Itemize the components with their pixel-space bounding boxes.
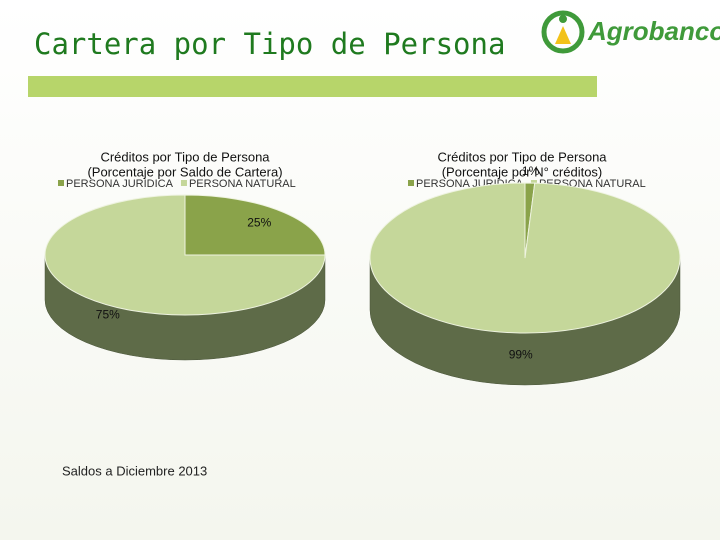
- slide-title: Cartera por Tipo de Persona: [34, 27, 505, 61]
- legend-swatch: [180, 180, 187, 186]
- legend-swatch: [408, 180, 414, 186]
- pie-slice: [44, 194, 326, 316]
- legend-swatch: [58, 180, 64, 186]
- pie-slice: [184, 194, 326, 256]
- chart-title: Créditos por Tipo de Persona: [100, 149, 270, 164]
- chart-title: Créditos por Tipo de Persona: [437, 149, 607, 164]
- data-label: 99%: [509, 347, 533, 361]
- legend-label: PERSONA NATURAL: [189, 178, 296, 190]
- chart-subtitle: (Porcentaje por Saldo de Cartera): [87, 164, 282, 179]
- pie-slice: [369, 182, 681, 334]
- chart-subtitle: (Porcentaje por N° créditos): [442, 164, 603, 179]
- data-label: 1%: [522, 164, 540, 178]
- footnote: Saldos a Diciembre 2013: [62, 463, 207, 478]
- logo-text: Agrobanco: [587, 16, 720, 46]
- logo: Agrobanco: [541, 10, 720, 54]
- title-bar: [28, 76, 597, 97]
- data-label: 75%: [96, 307, 120, 321]
- data-label: 25%: [247, 215, 271, 229]
- legend-label: PERSONA JURIDICA: [66, 178, 174, 190]
